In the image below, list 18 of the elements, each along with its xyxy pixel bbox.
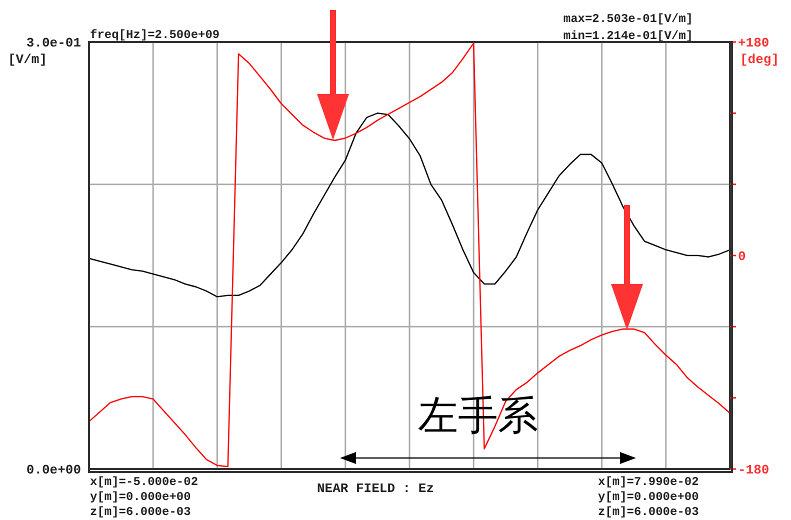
text: x[m]=-5.000e-02 [90,475,198,489]
y2-tick-label: +180 [738,36,770,51]
y2-axis-title: [deg] [740,52,780,67]
y-tick-label: 3.0e-01 [26,36,82,51]
line-series [88,112,731,298]
annotation: min=1.214e-01[V/m] [563,29,693,43]
y2-tick-label: 0 [738,249,746,264]
text: z[m]=6.000e-03 [90,505,191,519]
text: y[m]=0.000e+00 [598,490,699,504]
y2-tick-label: -180 [738,462,770,478]
text: max=2.503e-01[V/m] [563,12,693,26]
text: z[m]=6.000e-03 [598,505,699,519]
text: freq[Hz]=2.500e+09 [90,28,220,42]
y-tick-label: 0.0e+00 [26,462,82,478]
text: y[m]=0.000e+00 [90,490,191,504]
x-axis-title: NEAR FIELD : Ez [316,481,434,496]
text: x[m]=7.990e-02 [598,475,699,489]
y-axis-title: [V/m] [8,52,48,67]
